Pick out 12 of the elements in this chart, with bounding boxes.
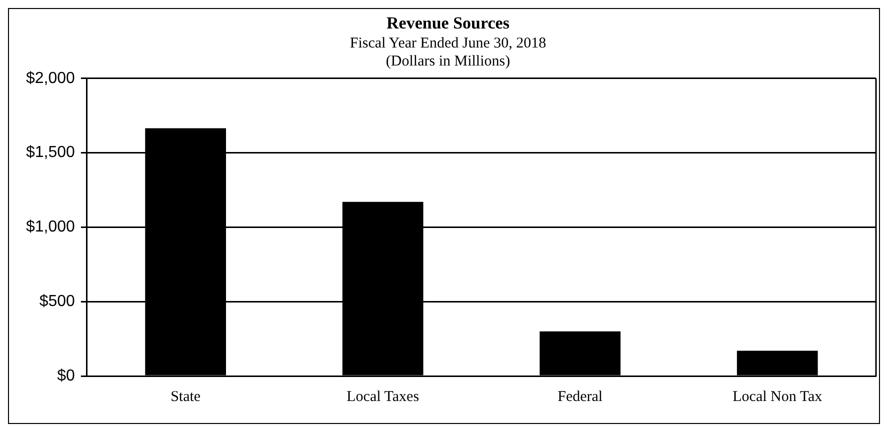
text: (Dollars in Millions) (386, 53, 510, 70)
y-tick-label: $1,500 (26, 144, 76, 162)
x-tick-label: Local Non Tax (732, 388, 823, 405)
text: Fiscal Year Ended June 30, 2018 (350, 35, 546, 52)
chart-title: Revenue Sources (386, 14, 510, 33)
y-tick-label: $500 (39, 293, 76, 310)
y-tick-label: $2,000 (26, 70, 76, 87)
x-tick-label: Local Taxes (346, 388, 420, 405)
x-tick-label: State (170, 388, 201, 405)
x-tick-label: Federal (558, 388, 603, 405)
y-tick-label: $1,000 (26, 218, 76, 236)
y-tick-label: $0 (57, 367, 76, 384)
